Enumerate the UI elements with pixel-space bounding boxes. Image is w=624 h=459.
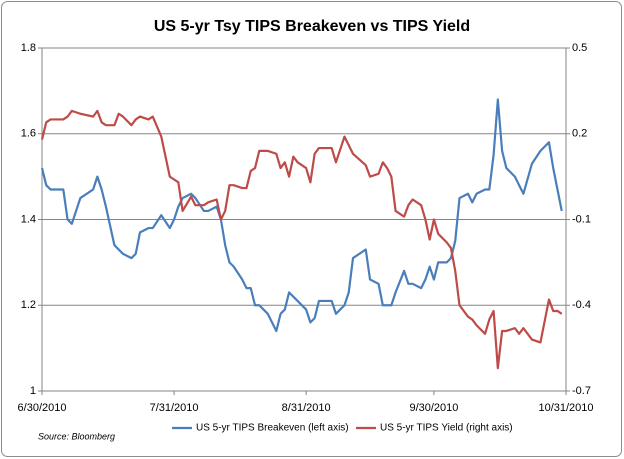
legend-label: US 5-yr TIPS Yield (right axis)	[380, 423, 513, 434]
y2-tick-label: -0.7	[572, 385, 591, 397]
y-tick-label: 1.8	[21, 42, 36, 54]
plot-area	[41, 47, 567, 392]
y-tick-label: 1.4	[21, 213, 36, 225]
y2-tick-label: 0.5	[572, 42, 587, 54]
y-tick-label: 1	[30, 385, 36, 397]
x-tick-label: 10/31/2010	[538, 402, 593, 414]
x-tick-label: 7/31/2010	[150, 402, 199, 414]
series-line	[40, 98, 563, 333]
y-tick-label: 1.2	[21, 299, 36, 311]
y-tick-label: 1.6	[21, 128, 36, 140]
y2-tick-label: -0.1	[572, 213, 591, 225]
legend-label: US 5-yr TIPS Breakeven (left axis)	[196, 423, 349, 434]
x-tick-label: 6/30/2010	[18, 402, 67, 414]
series-line	[40, 109, 563, 370]
x-tick-label: 9/30/2010	[409, 402, 458, 414]
source-note: Source: Bloomberg	[38, 431, 115, 441]
x-tick-label: 8/31/2010	[282, 402, 331, 414]
chart-title: US 5-yr Tsy TIPS Breakeven vs TIPS Yield	[154, 18, 470, 35]
y2-tick-label: -0.4	[572, 299, 591, 311]
y2-tick-label: 0.2	[572, 128, 587, 140]
